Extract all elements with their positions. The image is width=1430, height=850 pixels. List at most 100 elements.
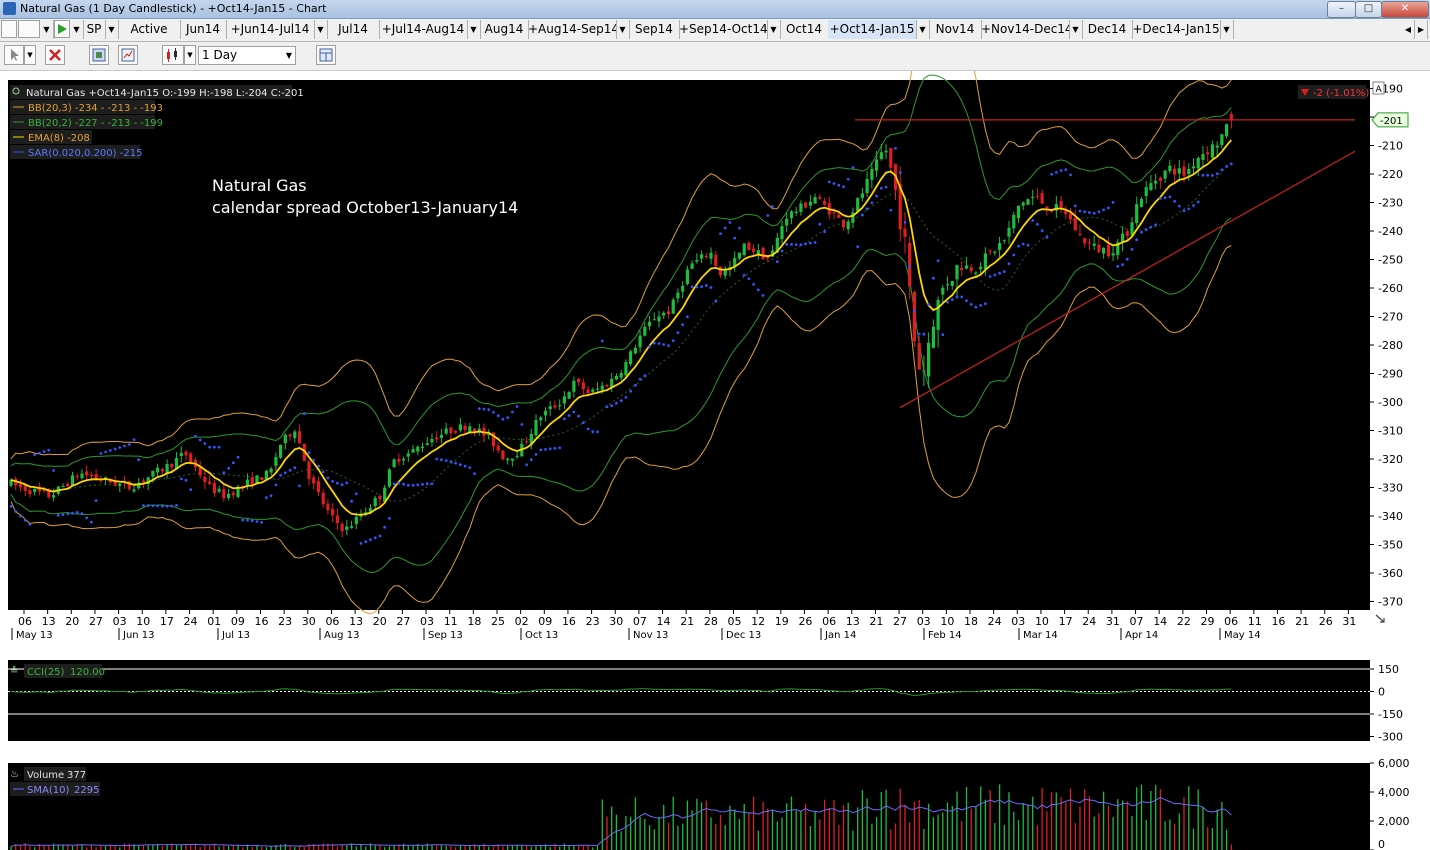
sar-dot xyxy=(856,245,860,249)
day-tick-label: 03 xyxy=(1011,615,1025,628)
day-tick-label: 26 xyxy=(798,615,812,628)
tab-dropdown[interactable]: ▼ xyxy=(1069,20,1083,39)
day-tick-label: 16 xyxy=(255,615,269,628)
candle-body xyxy=(823,200,827,205)
volume-pane-background xyxy=(8,763,1370,850)
sar-dot xyxy=(293,466,297,470)
print-dropdown[interactable]: ▼ xyxy=(40,20,54,39)
tab-jun14-jul14[interactable]: +Jun14-Jul14 xyxy=(226,20,315,39)
bb-outer-upper-line xyxy=(10,71,1232,460)
sar-dot xyxy=(336,481,339,485)
sar-dot xyxy=(1092,211,1096,215)
day-tick-label: 20 xyxy=(65,615,79,628)
tab-sep14-oct14[interactable]: +Sep14-Oct14 xyxy=(679,20,768,39)
template-glyph-icon xyxy=(92,48,106,62)
tab-active[interactable]: Active xyxy=(118,20,181,39)
candle-body xyxy=(936,299,940,330)
tab-jul14-aug14[interactable]: +Jul14-Aug14 xyxy=(379,20,468,39)
candle-body xyxy=(581,382,585,390)
sar-dot xyxy=(581,421,585,424)
tab-oct14[interactable]: Oct14 xyxy=(780,20,829,39)
play-dropdown[interactable]: ▼ xyxy=(70,20,84,39)
tab-aug14-sep14[interactable]: +Aug14-Sep14 xyxy=(528,20,617,39)
tab-dec14-jan15[interactable]: +Dec14-Jan15 xyxy=(1132,20,1221,39)
sar-dot xyxy=(922,332,926,336)
sar-dot xyxy=(1083,210,1087,214)
tab-jun14[interactable]: Jun14 xyxy=(180,20,227,39)
tab-scroll-right[interactable]: ▶ xyxy=(1415,20,1428,39)
tab-dropdown[interactable]: ▼ xyxy=(314,20,328,39)
sar-dot xyxy=(66,512,70,516)
tab-dropdown[interactable]: ▼ xyxy=(616,20,630,39)
scroll-marker: A xyxy=(1376,85,1383,95)
candle-body xyxy=(1215,145,1219,148)
layout-icon[interactable] xyxy=(316,45,336,65)
interval-select[interactable]: 1 Day ▼ xyxy=(198,46,296,65)
tab-scroll-left[interactable]: ◀ xyxy=(1402,20,1415,39)
sar-dot xyxy=(108,449,112,452)
grid-icon[interactable] xyxy=(1,20,17,38)
cursor-dropdown[interactable]: ▼ xyxy=(24,45,36,65)
day-tick-label: 24 xyxy=(1082,615,1096,628)
sar-dot xyxy=(194,434,197,438)
candle-body xyxy=(468,426,472,433)
sar-dot xyxy=(369,538,372,542)
template-icon[interactable] xyxy=(89,45,109,65)
support-trendline[interactable] xyxy=(899,150,1356,409)
tab-sep14[interactable]: Sep14 xyxy=(629,20,680,39)
cursor-icon[interactable] xyxy=(4,45,24,65)
resize-corner-icon[interactable] xyxy=(1375,614,1385,623)
volume-tick-label: 0 xyxy=(1378,838,1385,850)
sar-dot xyxy=(605,405,609,408)
sar-dot xyxy=(600,339,604,343)
candle-body xyxy=(387,469,391,487)
day-tick-label: 11 xyxy=(1248,615,1262,628)
chart-type-dropdown[interactable]: ▼ xyxy=(184,45,196,65)
legend-toggle-icon[interactable] xyxy=(12,87,20,95)
sar-dot xyxy=(747,277,751,281)
print-icon[interactable] xyxy=(18,20,40,38)
change-down-arrow-icon xyxy=(1301,89,1309,96)
candle-body xyxy=(108,479,112,483)
day-tick-label: 28 xyxy=(704,615,718,628)
delete-icon[interactable] xyxy=(45,45,65,65)
tab-oct14-jan15[interactable]: +Oct14-Jan15 xyxy=(828,20,917,39)
sar-dot xyxy=(416,483,420,487)
indicator-icon[interactable] xyxy=(118,45,138,65)
sar-dot xyxy=(184,478,188,482)
play-icon[interactable] xyxy=(54,20,70,38)
annotation-title: Natural Gas xyxy=(212,176,307,195)
scroll-marker-box[interactable] xyxy=(1372,81,1385,95)
candle-body xyxy=(1139,198,1144,207)
sar-dot xyxy=(917,332,921,336)
sar-dot xyxy=(1012,253,1016,257)
sar-dot xyxy=(42,450,46,453)
chart-type-icon[interactable] xyxy=(162,45,184,65)
symbol-dropdown[interactable]: ▼ xyxy=(105,20,119,39)
sar-dot xyxy=(913,309,916,313)
sar-dot xyxy=(861,213,864,217)
sar-dot xyxy=(283,471,287,475)
tab-dec14[interactable]: Dec14 xyxy=(1082,20,1133,39)
tab-dropdown[interactable]: ▼ xyxy=(467,20,481,39)
tab-aug14[interactable]: Aug14 xyxy=(480,20,529,39)
close-button[interactable]: ✕ xyxy=(1381,1,1429,18)
candle-body xyxy=(1111,253,1115,256)
symbol-button[interactable]: SP xyxy=(83,20,106,39)
tab-dropdown[interactable]: ▼ xyxy=(767,20,781,39)
day-tick-label: 06 xyxy=(1224,615,1238,628)
restore-button[interactable]: □ xyxy=(1355,1,1382,18)
price-tick-label: -210 xyxy=(1378,140,1403,153)
tab-dropdown[interactable]: ▼ xyxy=(916,20,930,39)
tab-jul14[interactable]: Jul14 xyxy=(327,20,380,39)
tab-nov14-dec14[interactable]: +Nov14-Dec14 xyxy=(981,20,1070,39)
sar-dot xyxy=(477,407,481,410)
candle-body xyxy=(52,495,56,498)
tab-dropdown[interactable]: ▼ xyxy=(1220,20,1234,39)
minimize-button[interactable]: – xyxy=(1327,1,1356,18)
tab-nov14[interactable]: Nov14 xyxy=(929,20,982,39)
cci-pane-background xyxy=(8,660,1370,741)
candle-body xyxy=(1083,238,1087,244)
legend-instrument-box xyxy=(10,85,292,99)
